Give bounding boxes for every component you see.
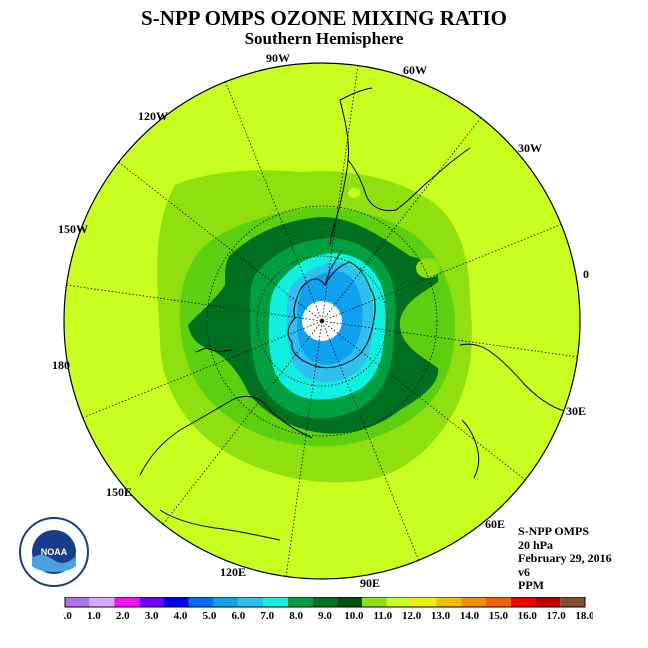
lon-label-90w: 90W — [266, 51, 290, 65]
colorbar-tick-label: 3.0 — [145, 610, 159, 622]
colorbar-cell — [238, 597, 264, 607]
colorbar-tick-label: 6.0 — [231, 610, 245, 622]
lon-label-180: 180 — [52, 358, 70, 372]
colorbar: 0.0 1.0 2.0 3.0 4.0 5.0 6.0 7.0 8.0 9.0 10.0 11.0 12… — [63, 597, 593, 622]
ozone-field — [64, 63, 580, 579]
colorbar-cell — [188, 597, 214, 607]
longitude-labels: 90W 60W 30W 0 30E 60E 90E 120E 150E 180 … — [52, 51, 589, 590]
colorbar-cell — [362, 597, 387, 607]
colorbar-cell — [164, 597, 189, 607]
colorbar-cell — [436, 597, 462, 607]
colorbar-tick-label: 7.0 — [260, 610, 274, 622]
colorbar-cell — [213, 597, 239, 607]
colorbar-cell — [114, 597, 140, 607]
ozone-patch — [416, 258, 440, 278]
lon-label-60w: 60W — [403, 63, 427, 77]
colorbar-cell — [485, 597, 511, 607]
colorbar-tick-label: 5.0 — [203, 610, 217, 622]
logo-wave — [32, 554, 76, 572]
colorbar-tick-label: 15.0 — [489, 610, 509, 622]
colorbar-cell — [139, 597, 165, 607]
coastlines — [139, 87, 571, 541]
map-boundary — [63, 62, 581, 580]
info-box: S-NPP OMPS 20 hPa February 29, 2016 v6 P… — [518, 524, 612, 593]
africa-coast — [459, 343, 571, 413]
colorbar-cells — [64, 597, 586, 608]
south-pole-marker — [320, 319, 324, 323]
new-zealand-coast — [195, 347, 233, 353]
australia-coast — [139, 395, 313, 476]
graticule — [66, 65, 578, 577]
latitude-circle — [206, 205, 438, 437]
colorbar-cell — [411, 597, 437, 607]
ozone-patch — [348, 188, 360, 198]
colorbar-cell — [65, 597, 90, 607]
colorbar-cell — [386, 597, 412, 607]
lon-label-90e: 90E — [360, 576, 380, 590]
antarctic-peninsula — [324, 249, 343, 286]
colorbar-ticks: 0.0 1.0 2.0 3.0 4.0 5.0 6.0 7.0 8.0 9.0 10.0 11.0 12… — [63, 610, 593, 622]
colorbar-tick-label: 4.0 — [174, 610, 188, 622]
colorbar-tick-label: 12.0 — [402, 610, 422, 622]
lon-label-30w: 30W — [518, 141, 542, 155]
colorbar-tick-label: 11.0 — [373, 610, 392, 622]
logo-text: NOAA — [41, 547, 68, 557]
map-title: S-NPP OMPS OZONE MIXING RATIO — [141, 6, 507, 30]
colorbar-cell — [535, 597, 561, 607]
info-instrument: S-NPP OMPS — [518, 524, 589, 538]
info-version: v6 — [518, 564, 530, 579]
colorbar-tick-label: 13.0 — [431, 610, 451, 622]
colorbar-tick-label: 17.0 — [546, 610, 566, 622]
colorbar-cell — [461, 597, 486, 607]
info-pressure: 20 hPa — [518, 537, 554, 552]
colorbar-tick-label: 9.0 — [318, 610, 332, 622]
colorbar-cell — [337, 597, 363, 607]
colorbar-border — [64, 597, 586, 608]
colorbar-tick-label: 0.0 — [63, 610, 72, 622]
colorbar-tick-label: 2.0 — [116, 610, 130, 622]
colorbar-cell — [287, 597, 313, 607]
lon-label-0: 0 — [583, 267, 589, 281]
colorbar-tick-label: 10.0 — [344, 610, 364, 622]
lon-label-30e: 30E — [566, 404, 586, 418]
info-date: February 29, 2016 — [518, 551, 612, 565]
map-subtitle: Southern Hemisphere — [244, 29, 404, 48]
colorbar-cell — [560, 597, 585, 607]
madagascar-coast — [461, 419, 480, 479]
colorbar-tick-label: 1.0 — [87, 610, 101, 622]
indonesia-coast — [159, 509, 281, 541]
info-units: PPM — [518, 578, 544, 592]
latitude-circle — [256, 255, 388, 387]
colorbar-cell — [89, 597, 115, 607]
south-america-coast — [329, 87, 471, 246]
lon-label-60e: 60E — [485, 517, 505, 531]
colorbar-tick-label: 16.0 — [518, 610, 538, 622]
colorbar-tick-label: 18.0 — [575, 610, 593, 622]
colorbar-cell — [312, 597, 338, 607]
colorbar-cell — [263, 597, 288, 607]
antarctica-coast — [287, 261, 376, 369]
lon-label-150w: 150W — [58, 222, 88, 236]
lon-label-120e: 120E — [220, 565, 246, 579]
colorbar-tick-label: 14.0 — [460, 610, 480, 622]
lon-label-150e: 150E — [106, 485, 132, 499]
colorbar-tick-label: 8.0 — [289, 610, 303, 622]
noaa-logo: NOAA — [19, 517, 89, 587]
colorbar-cell — [510, 597, 536, 607]
lon-label-120w: 120W — [138, 109, 168, 123]
